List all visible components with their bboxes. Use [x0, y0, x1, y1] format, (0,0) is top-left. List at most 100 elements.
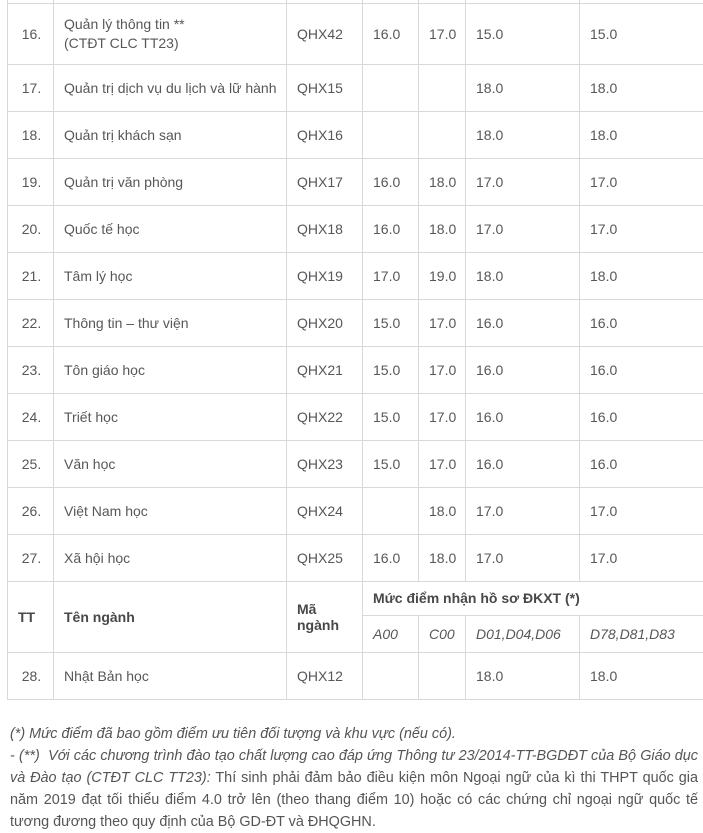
row-number: 16.: [8, 3, 54, 64]
score-a00: 16.0: [363, 534, 419, 581]
score-d01: 15.0: [466, 3, 580, 64]
major-name: Văn học: [54, 440, 287, 487]
row-number: 20.: [8, 205, 54, 252]
header-major-name: Tên ngành: [54, 581, 287, 652]
major-name: Tâm lý học: [54, 252, 287, 299]
major-code: QHX21: [287, 346, 363, 393]
score-a00: [363, 652, 419, 699]
table-row: 16. Quản lý thông tin ** (CTĐT CLC TT23)…: [8, 3, 703, 64]
score-c00: 17.0: [419, 299, 466, 346]
score-c00: [419, 111, 466, 158]
major-code: QHX17: [287, 158, 363, 205]
major-name: Việt Nam học: [54, 487, 287, 534]
table-row: 21. Tâm lý học QHX19 17.0 19.0 18.0 18.0: [8, 252, 703, 299]
score-d01: 16.0: [466, 393, 580, 440]
header-combo-d78: D78,D81,D83: [580, 615, 703, 652]
header-major-code: Mã ngành: [287, 581, 363, 652]
score-a00: 16.0: [363, 3, 419, 64]
score-a00: 15.0: [363, 393, 419, 440]
score-d01: 17.0: [466, 534, 580, 581]
table-row: 24. Triết học QHX22 15.0 17.0 16.0 16.0: [8, 393, 703, 440]
row-number: 28.: [8, 652, 54, 699]
table-row: 23. Tôn giáo học QHX21 15.0 17.0 16.0 16…: [8, 346, 703, 393]
score-d01: 18.0: [466, 64, 580, 111]
table-row: 28. Nhật Bản học QHX12 18.0 18.0: [8, 652, 703, 699]
admission-scores-table: 16. Quản lý thông tin ** (CTĐT CLC TT23)…: [7, 0, 703, 700]
major-code: QHX20: [287, 299, 363, 346]
footnotes: (*) Mức điểm đã bao gồm điểm ưu tiên đối…: [10, 723, 698, 833]
row-number: 27.: [8, 534, 54, 581]
row-number: 23.: [8, 346, 54, 393]
footnote-asterisk: (*) Mức điểm đã bao gồm điểm ưu tiên đối…: [10, 723, 698, 745]
score-d01: 16.0: [466, 440, 580, 487]
score-c00: 17.0: [419, 440, 466, 487]
score-a00: [363, 487, 419, 534]
score-d78: 18.0: [580, 252, 703, 299]
score-d78: 17.0: [580, 487, 703, 534]
major-code: QHX19: [287, 252, 363, 299]
table-header-row: TT Tên ngành Mã ngành Mức điểm nhận hồ s…: [8, 581, 703, 615]
table-row: 19. Quản trị văn phòng QHX17 16.0 18.0 1…: [8, 158, 703, 205]
score-c00: 18.0: [419, 534, 466, 581]
score-d78: 18.0: [580, 64, 703, 111]
header-scores-group: Mức điểm nhận hồ sơ ĐKXT (*): [363, 581, 703, 615]
row-number: 18.: [8, 111, 54, 158]
major-code: QHX24: [287, 487, 363, 534]
table-row: 25. Văn học QHX23 15.0 17.0 16.0 16.0: [8, 440, 703, 487]
header-combo-c00: C00: [419, 615, 466, 652]
table-row: 22. Thông tin – thư viện QHX20 15.0 17.0…: [8, 299, 703, 346]
table-row: 17. Quản trị dịch vụ du lịch và lữ hành …: [8, 64, 703, 111]
major-name-line1: Quản lý thông tin **: [64, 15, 278, 34]
score-d78: 18.0: [580, 111, 703, 158]
major-name: Quốc tế học: [54, 205, 287, 252]
score-a00: [363, 64, 419, 111]
score-a00: 16.0: [363, 205, 419, 252]
score-c00: 18.0: [419, 158, 466, 205]
major-name: Nhật Bản học: [54, 652, 287, 699]
score-d78: 17.0: [580, 205, 703, 252]
table-row: 18. Quản trị khách sạn QHX16 18.0 18.0: [8, 111, 703, 158]
score-d01: 16.0: [466, 299, 580, 346]
major-code: QHX18: [287, 205, 363, 252]
score-d78: 16.0: [580, 440, 703, 487]
score-d78: 17.0: [580, 158, 703, 205]
table-row: 20. Quốc tế học QHX18 16.0 18.0 17.0 17.…: [8, 205, 703, 252]
score-d78: 16.0: [580, 346, 703, 393]
score-c00: 18.0: [419, 205, 466, 252]
score-a00: 15.0: [363, 440, 419, 487]
score-c00: 17.0: [419, 3, 466, 64]
row-number: 22.: [8, 299, 54, 346]
score-a00: 17.0: [363, 252, 419, 299]
major-name: Quản trị dịch vụ du lịch và lữ hành: [54, 64, 287, 111]
major-code: QHX12: [287, 652, 363, 699]
score-d01: 18.0: [466, 652, 580, 699]
major-name-line2: (CTĐT CLC TT23): [64, 34, 278, 53]
score-d78: 15.0: [580, 3, 703, 64]
score-c00: 17.0: [419, 346, 466, 393]
header-tt: TT: [8, 581, 54, 652]
major-name: Quản trị văn phòng: [54, 158, 287, 205]
score-a00: 15.0: [363, 346, 419, 393]
major-name: Thông tin – thư viện: [54, 299, 287, 346]
major-code: QHX22: [287, 393, 363, 440]
score-d01: 17.0: [466, 158, 580, 205]
score-d78: 17.0: [580, 534, 703, 581]
score-d01: 18.0: [466, 111, 580, 158]
score-d78: 16.0: [580, 393, 703, 440]
score-d78: 18.0: [580, 652, 703, 699]
score-d01: 17.0: [466, 487, 580, 534]
major-name: Tôn giáo học: [54, 346, 287, 393]
major-code: QHX25: [287, 534, 363, 581]
score-c00: [419, 64, 466, 111]
row-number: 21.: [8, 252, 54, 299]
row-number: 19.: [8, 158, 54, 205]
major-name: Xã hội học: [54, 534, 287, 581]
row-number: 17.: [8, 64, 54, 111]
major-code: QHX15: [287, 64, 363, 111]
major-code: QHX42: [287, 3, 363, 64]
score-c00: [419, 652, 466, 699]
row-number: 26.: [8, 487, 54, 534]
header-combo-d01: D01,D04,D06: [466, 615, 580, 652]
footnote-double-asterisk: - (**) Với các chương trình đào tạo chất…: [10, 745, 698, 833]
